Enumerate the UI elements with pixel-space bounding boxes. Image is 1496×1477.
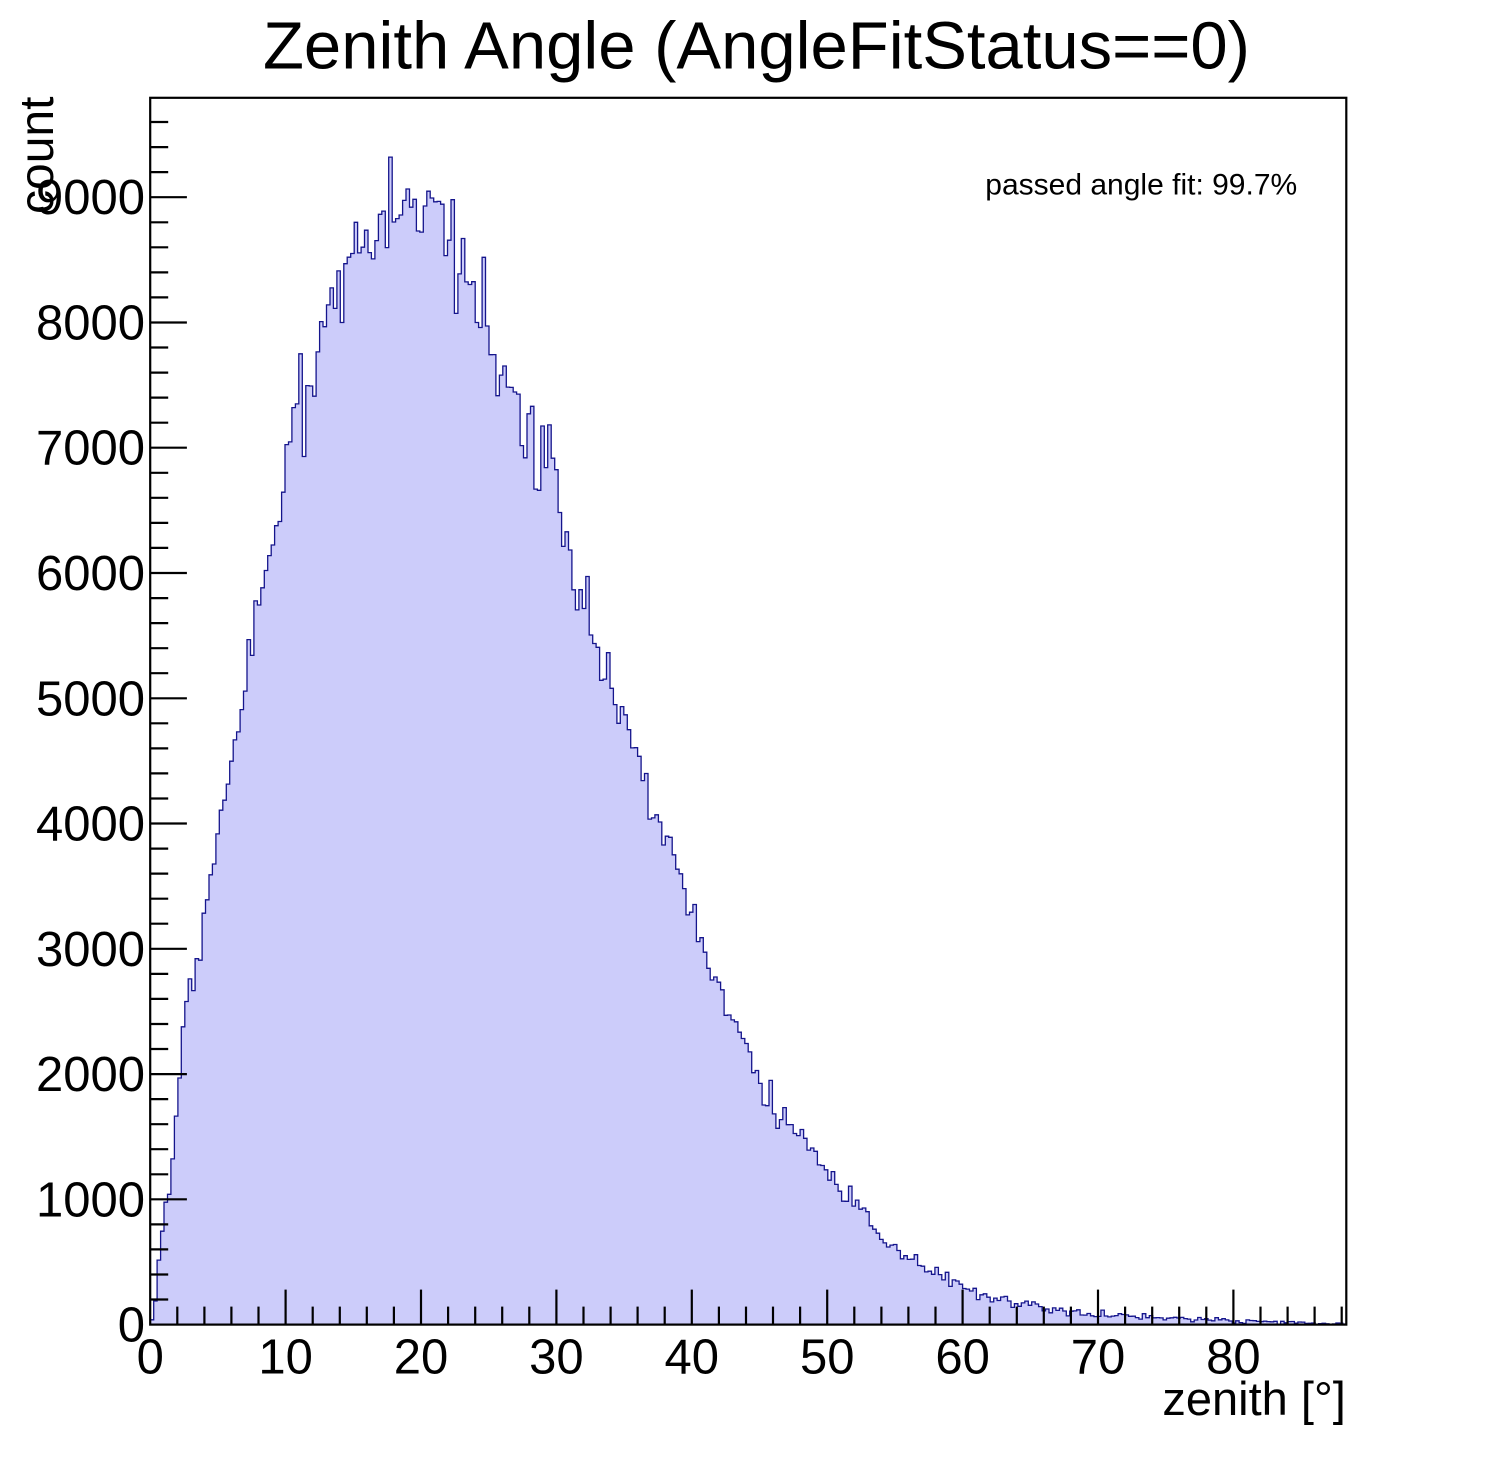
svg-text:zenith [°]: zenith [°]: [1162, 1372, 1345, 1425]
svg-text:8000: 8000: [36, 297, 145, 351]
svg-text:1000: 1000: [36, 1173, 145, 1227]
svg-text:count: count: [11, 97, 64, 214]
svg-text:7000: 7000: [36, 422, 145, 476]
svg-text:6000: 6000: [36, 547, 145, 601]
svg-text:3000: 3000: [36, 923, 145, 977]
svg-text:0: 0: [118, 1299, 145, 1353]
svg-text:10: 10: [258, 1331, 313, 1385]
svg-text:5000: 5000: [36, 672, 145, 726]
svg-text:2000: 2000: [36, 1048, 145, 1102]
svg-text:70: 70: [1071, 1331, 1126, 1385]
svg-text:80: 80: [1206, 1331, 1261, 1385]
svg-text:20: 20: [394, 1331, 449, 1385]
svg-text:9000: 9000: [36, 171, 145, 225]
svg-text:passed angle fit: 99.7%: passed angle fit: 99.7%: [985, 169, 1297, 202]
svg-text:40: 40: [665, 1331, 720, 1385]
svg-text:60: 60: [935, 1331, 990, 1385]
svg-text:30: 30: [529, 1331, 584, 1385]
svg-text:0: 0: [137, 1331, 164, 1385]
svg-text:50: 50: [800, 1331, 855, 1385]
svg-text:Zenith Angle (AngleFitStatus==: Zenith Angle (AngleFitStatus==0): [263, 8, 1250, 83]
svg-text:4000: 4000: [36, 798, 145, 852]
